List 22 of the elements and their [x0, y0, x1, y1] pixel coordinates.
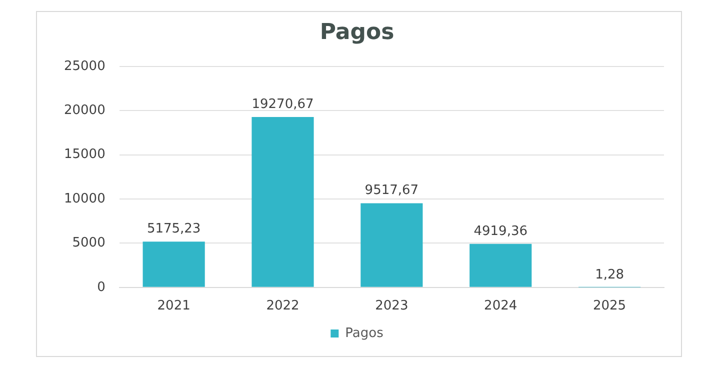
y-tick-label: 15000 — [64, 147, 106, 162]
data-label: 9517,67 — [364, 183, 419, 198]
bar — [360, 203, 423, 287]
y-tick-label: 0 — [97, 280, 106, 295]
y-tick-label: 20000 — [64, 102, 106, 118]
x-tick-label: 2022 — [266, 298, 300, 314]
legend-label: Pagos — [345, 326, 384, 341]
bar — [252, 117, 314, 287]
bar — [142, 242, 205, 287]
x-tick-label: 2025 — [592, 298, 626, 314]
y-tick-label: 5000 — [72, 236, 106, 251]
x-tick-label: 2023 — [375, 298, 408, 314]
bar — [470, 244, 532, 287]
data-label: 1,28 — [595, 267, 624, 282]
x-tick-label: 2024 — [484, 298, 518, 314]
y-tick-label: 25000 — [64, 58, 106, 74]
data-label: 19270,67 — [252, 96, 314, 112]
data-label: 5175,23 — [146, 222, 201, 237]
data-label: 4919,36 — [474, 224, 528, 239]
chart-title: Pagos — [320, 20, 394, 45]
y-tick-label: 10000 — [64, 191, 106, 206]
x-tick-label: 2021 — [157, 298, 190, 314]
